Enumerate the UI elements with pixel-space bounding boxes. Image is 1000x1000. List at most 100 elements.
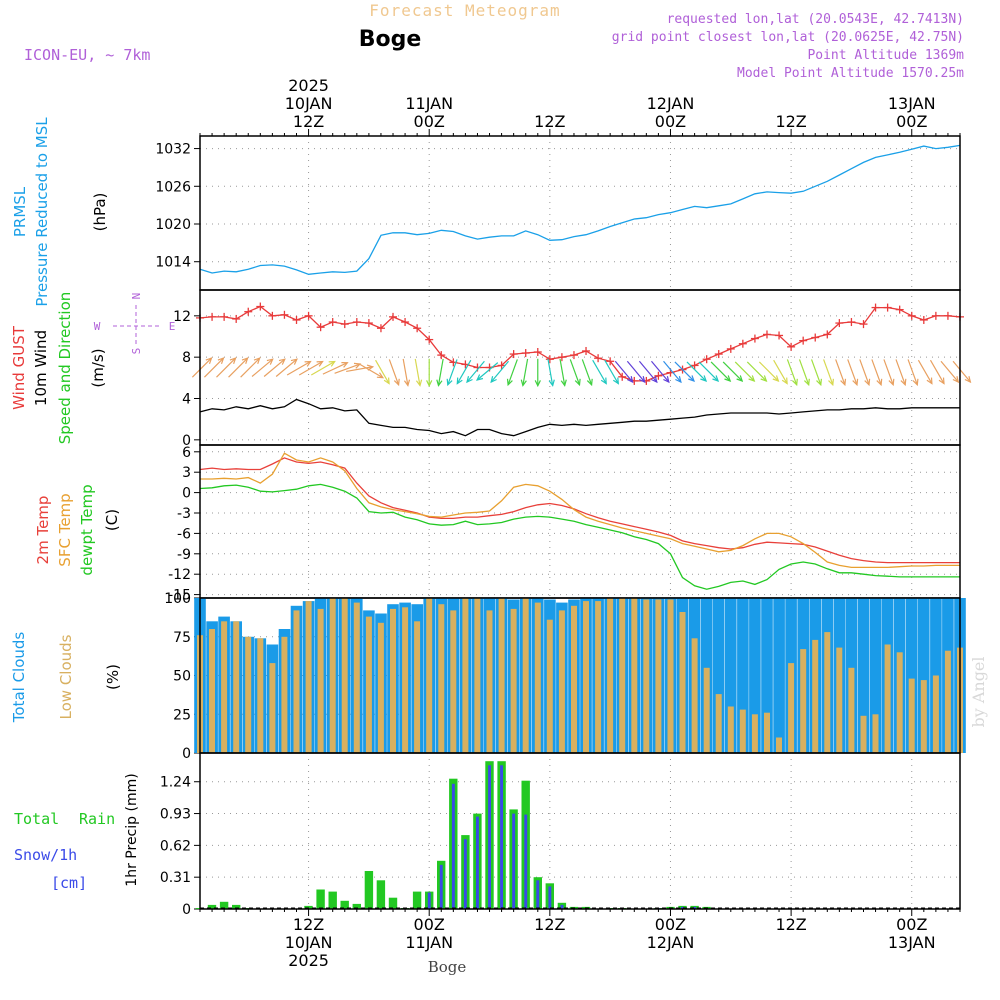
gust-marker xyxy=(787,342,796,351)
low-cloud-bar xyxy=(884,644,891,753)
top-time-label: 00Z xyxy=(896,112,927,131)
gust-label: Wind GUST xyxy=(10,325,28,410)
gust-marker xyxy=(594,354,603,363)
wind-arrow xyxy=(674,361,695,382)
pressure-labels: PRMSL Pressure Reduced to MSL (hPa) xyxy=(11,117,109,307)
panel-1: 1014 1020 1026 1032 xyxy=(155,135,961,291)
gust-marker xyxy=(316,323,325,332)
low-cloud-bar xyxy=(932,675,939,753)
gust-marker xyxy=(606,357,615,366)
gust-marker xyxy=(437,351,446,360)
wind-arrow xyxy=(626,360,646,384)
t2m-label: 2m Temp xyxy=(34,496,52,565)
wind-arrow xyxy=(798,359,810,387)
low-clouds-label: Low Clouds xyxy=(57,634,75,719)
low-cloud-bar xyxy=(209,629,215,753)
wind-arrow xyxy=(506,359,518,387)
gust-marker xyxy=(268,311,277,320)
requested-coords: requested lon,lat (20.0543E, 42.7413N) xyxy=(667,12,964,27)
low-cloud-bar xyxy=(739,709,746,753)
wind-arrow xyxy=(773,359,788,385)
snow-bar xyxy=(463,839,467,909)
wind-arrow xyxy=(275,358,298,377)
total-clouds-label: Total Clouds xyxy=(10,632,28,724)
wind-arrow xyxy=(722,361,744,382)
wind-arrow xyxy=(907,359,919,387)
rain-bar xyxy=(376,880,386,909)
snow-bar xyxy=(439,864,443,909)
low-cloud-bar xyxy=(534,602,541,753)
low-cloud-bar xyxy=(607,598,614,753)
rain-bar xyxy=(388,897,398,909)
wind-arrow xyxy=(359,363,385,379)
low-cloud-bar xyxy=(390,608,396,753)
low-cloud-bar xyxy=(619,598,626,753)
gust-marker xyxy=(762,330,771,339)
low-cloud-bar xyxy=(329,598,336,753)
wind-arrow xyxy=(663,360,682,384)
wind-unit: (m/s) xyxy=(89,348,107,387)
gust-marker xyxy=(618,372,627,381)
wind-arrow xyxy=(940,360,960,384)
panel-frame xyxy=(199,289,961,446)
total-cloud-bar xyxy=(761,598,773,753)
top-time-label: 12Z xyxy=(293,112,324,131)
gust-marker xyxy=(280,310,289,319)
gust-marker xyxy=(545,355,554,364)
wind-arrow xyxy=(204,357,225,378)
y-tick-label: 50 xyxy=(173,669,191,685)
gust-marker xyxy=(871,303,880,312)
gust-marker xyxy=(232,314,241,323)
low-cloud-bar xyxy=(293,610,300,753)
gust-marker xyxy=(220,312,229,321)
bottom-time-label: 12Z xyxy=(293,915,324,934)
wind-arrow xyxy=(592,359,607,385)
low-cloud-bar xyxy=(595,601,602,753)
gust-marker xyxy=(702,355,711,364)
y-tick-label: -15 xyxy=(168,588,191,604)
low-cloud-bar xyxy=(944,650,951,753)
rain-bar xyxy=(364,871,374,909)
panel-4: 0 25 50 75 100 xyxy=(164,591,966,762)
low-cloud-bar xyxy=(667,599,674,753)
wind-arrow xyxy=(952,360,972,384)
total-label: Total xyxy=(14,810,59,828)
sfc-label: SFC Temp xyxy=(56,493,74,566)
low-cloud-bar xyxy=(317,608,324,753)
wind-arrow xyxy=(346,364,375,373)
gust-marker xyxy=(859,320,868,329)
wind-arrow xyxy=(228,357,249,378)
y-tick-label: 6 xyxy=(182,445,191,461)
y-tick-label: -9 xyxy=(177,547,191,563)
panel-frame xyxy=(199,135,961,291)
y-tick-label: 1032 xyxy=(155,142,191,158)
snow-bar xyxy=(524,814,528,909)
series-line-sfc-temp xyxy=(200,452,960,569)
snow-bar xyxy=(451,783,455,909)
wind-arrow xyxy=(310,360,336,376)
gust-marker xyxy=(582,346,591,355)
gust-marker xyxy=(943,311,952,320)
gust-marker xyxy=(907,311,916,320)
wind-arrow xyxy=(446,359,458,387)
wind-arrow xyxy=(191,357,213,378)
low-cloud-bar xyxy=(655,599,662,753)
low-cloud-bar xyxy=(305,601,312,753)
gust-marker xyxy=(340,320,349,329)
low-cloud-bar xyxy=(498,598,505,753)
top-time-label: 10JAN xyxy=(285,94,333,113)
low-cloud-bar xyxy=(402,607,409,753)
series-line-10m-wind xyxy=(199,398,960,437)
svg-text:S: S xyxy=(130,348,143,355)
y-tick-label: 0 xyxy=(182,746,191,762)
panel-5: 0 0.31 0.62 0.93 1.24 xyxy=(160,752,961,918)
wind-arrow xyxy=(883,359,895,387)
cm-label: [cm] xyxy=(51,874,87,892)
y-tick-label: 3 xyxy=(182,465,191,481)
snow-bar xyxy=(500,765,503,909)
wind-arrow xyxy=(786,359,798,387)
y-tick-label: 0 xyxy=(182,902,191,918)
gust-marker xyxy=(304,311,313,320)
gust-marker xyxy=(654,371,663,380)
total-cloud-bar xyxy=(857,598,870,753)
